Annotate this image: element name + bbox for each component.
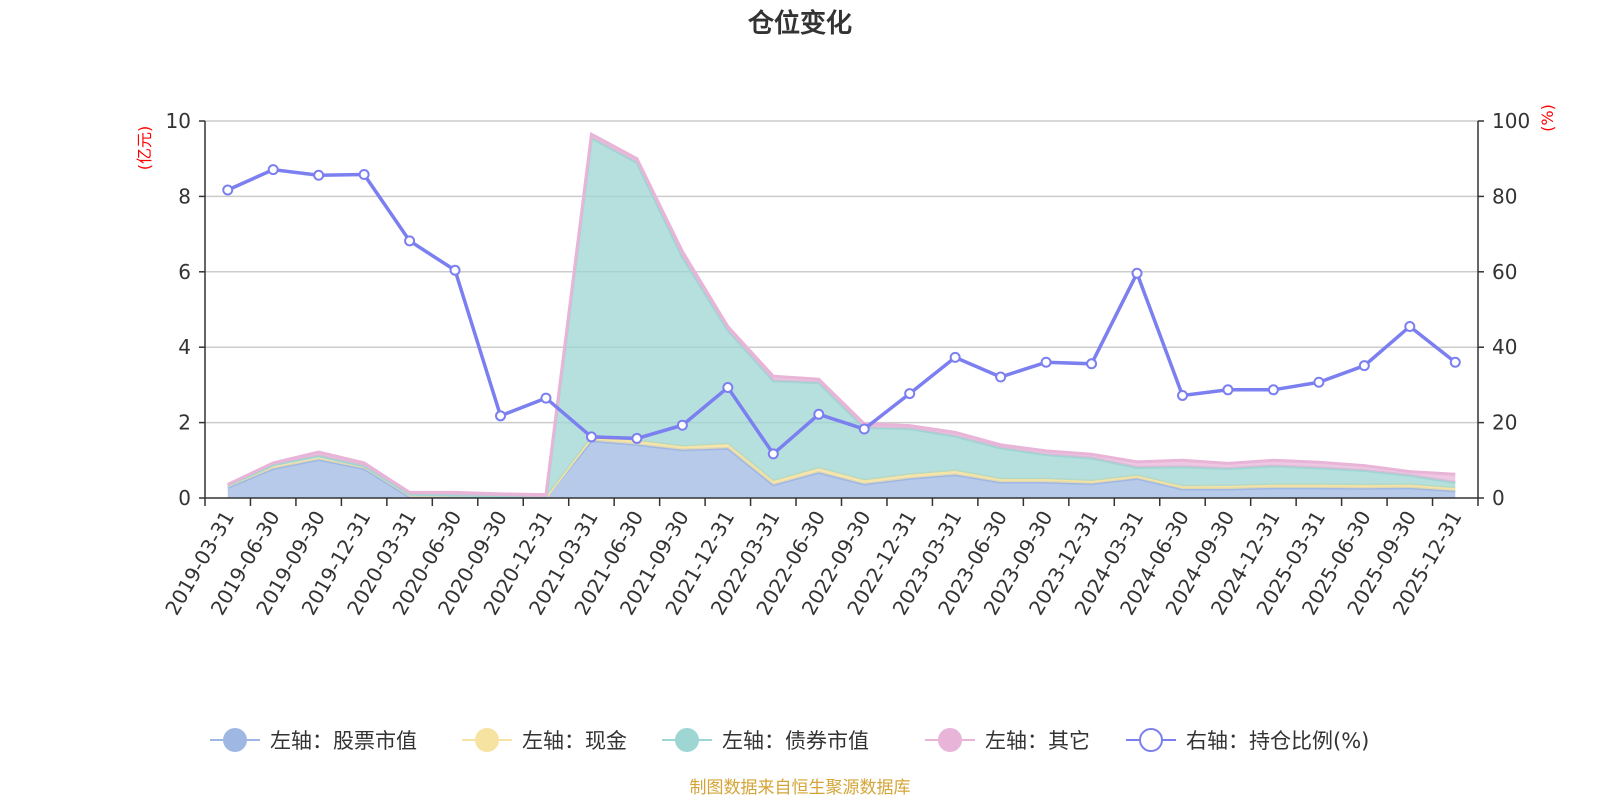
ratio-point [1086, 358, 1098, 370]
area-左轴：债券市值 [227, 137, 1456, 498]
gridlines [205, 120, 1478, 424]
ratio-point [358, 169, 370, 181]
left-tick-label: 4 [178, 335, 191, 359]
right-tick-label: 40 [1492, 335, 1517, 359]
chart-title: 仓位变化 [747, 8, 852, 39]
legend-label: 右轴：持仓比例(%) [1186, 729, 1369, 753]
ratio-point [404, 235, 416, 247]
ratio-point [1176, 389, 1188, 401]
legend-label: 左轴：股票市值 [270, 729, 417, 753]
ratio-point [1222, 384, 1234, 396]
ratio-point [585, 431, 597, 443]
ratio-point [631, 432, 643, 444]
ratio-point [1040, 356, 1052, 368]
left-tick-label: 8 [178, 184, 191, 208]
legend-marker [675, 728, 699, 752]
left-tick-label: 0 [178, 486, 191, 510]
ratio-point [540, 392, 552, 404]
right-tick-label: 60 [1492, 260, 1517, 284]
left-tick-label: 6 [178, 260, 191, 284]
position-ratio-line [222, 164, 1461, 460]
ratio-point [676, 419, 688, 431]
ratio-point [1267, 384, 1279, 396]
ratio-point [495, 410, 507, 422]
right-tick-label: 0 [1492, 486, 1505, 510]
ratio-point [1131, 267, 1143, 279]
source-note: 制图数据来自恒生聚源数据库 [690, 778, 911, 798]
ratio-point [949, 351, 961, 363]
ratio-point [267, 164, 279, 176]
area-左轴：股票市值 [227, 440, 1456, 498]
ratio-point [313, 169, 325, 181]
right-tick-label: 20 [1492, 411, 1517, 435]
left-tick-label: 2 [178, 411, 191, 435]
left-axis-unit: (亿元) [135, 126, 154, 171]
ratio-point [222, 184, 234, 196]
ratio-point [722, 382, 734, 394]
ratio-point [813, 408, 825, 420]
legend-marker [223, 728, 247, 752]
axes: 02468100204060801002019-03-312019-06-302… [160, 109, 1530, 619]
legend-label: 左轴：债券市值 [722, 729, 869, 753]
legend-label: 左轴：其它 [985, 729, 1090, 753]
ratio-line [227, 167, 1457, 457]
stacked-areas [227, 131, 1456, 499]
legend: 左轴：股票市值 左轴：现金 左轴：债券市值 左轴：其它 右轴：持仓比例(%) [210, 728, 1369, 753]
ratio-point [767, 448, 779, 460]
right-axis-unit: (%) [1538, 104, 1557, 132]
ratio-point [1404, 320, 1416, 332]
ratio-point [449, 264, 461, 276]
left-tick-label: 10 [166, 109, 191, 133]
right-tick-label: 80 [1492, 184, 1517, 208]
ratio-point [858, 423, 870, 435]
ratio-point [904, 388, 916, 400]
ratio-point [1358, 360, 1370, 372]
legend-label: 左轴：现金 [522, 729, 627, 753]
legend-marker [1139, 728, 1163, 752]
legend-marker [938, 728, 962, 752]
ratio-point [995, 371, 1007, 383]
area-edge-左轴：其它 [227, 131, 1456, 497]
ratio-point [1449, 356, 1461, 368]
legend-marker [475, 728, 499, 752]
right-tick-label: 100 [1492, 109, 1530, 133]
ratio-point [1313, 376, 1325, 388]
